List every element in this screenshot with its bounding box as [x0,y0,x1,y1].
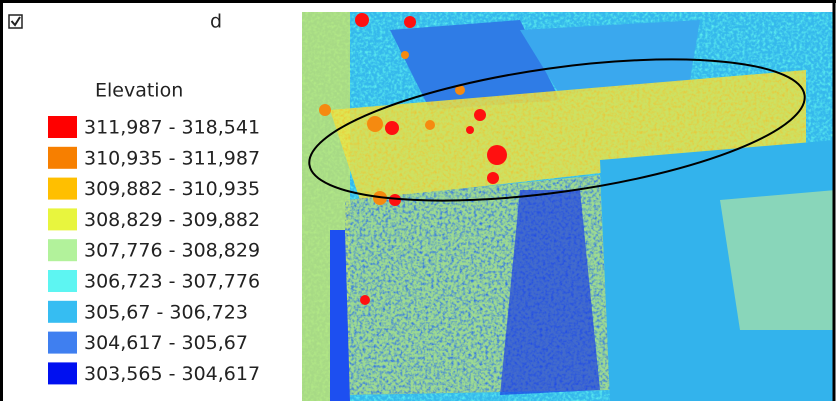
legend-swatch [48,362,77,384]
legend-label: 309,882 - 310,935 [84,178,260,200]
raster [302,12,836,401]
legend: 311,987 - 318,541 310,935 - 311,987 309,88… [48,116,260,385]
legend-label: 307,776 - 308,829 [84,240,260,262]
map-view: d Elevation 311,987 - 318,541 310,935 - 3… [0,0,836,401]
legend-label: 310,935 - 311,987 [84,147,260,169]
legend-swatch [48,301,77,323]
layer-name: d [210,11,222,33]
legend-swatch [48,332,77,354]
legend-swatch [48,116,77,138]
legend-swatch [48,147,77,169]
legend-swatch [48,208,77,230]
legend-label: 311,987 - 318,541 [84,117,260,139]
legend-label: 304,617 - 305,67 [84,332,248,354]
legend-swatch [48,239,77,261]
legend-label: 303,565 - 304,617 [84,363,260,385]
legend-label: 306,723 - 307,776 [84,271,260,293]
legend-swatch [48,178,77,200]
legend-label: 305,67 - 306,723 [84,301,248,323]
legend-swatch [48,270,77,292]
screen: d Elevation 311,987 - 318,541 310,935 - 3… [0,0,836,401]
legend-label: 308,829 - 309,882 [84,209,260,231]
legend-title: Elevation [95,80,183,102]
